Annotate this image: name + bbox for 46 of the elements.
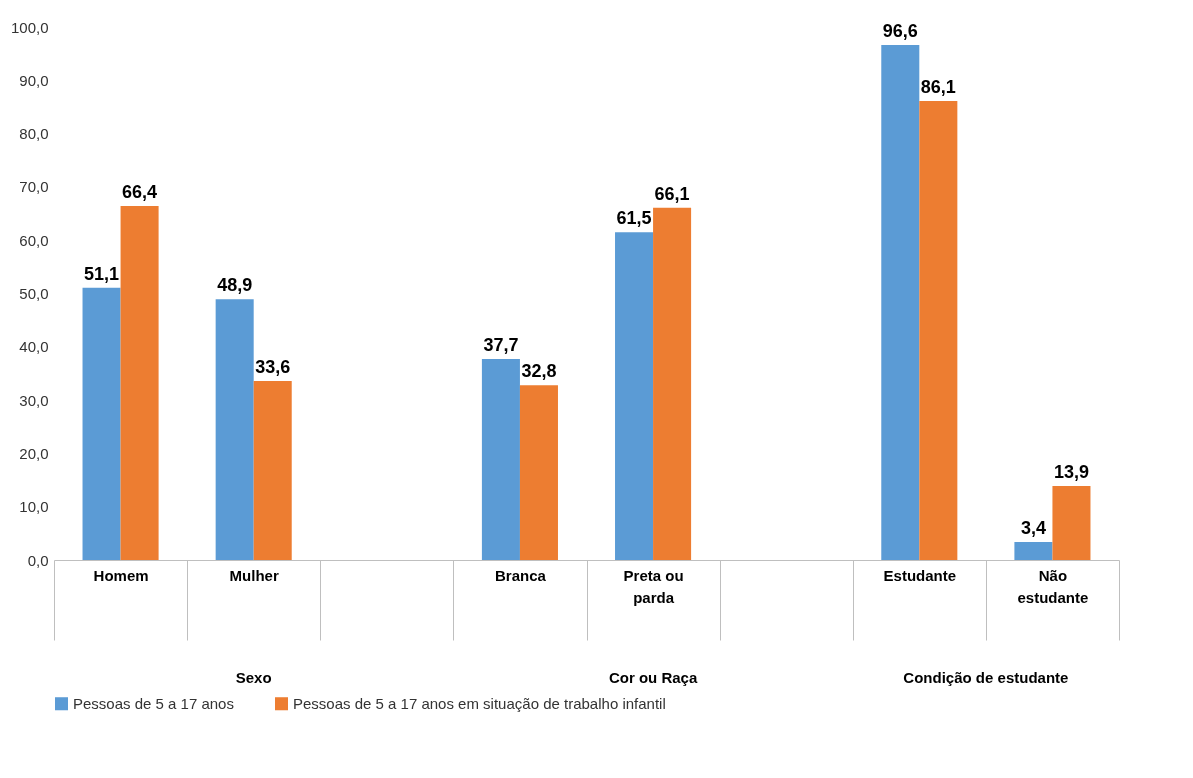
x-tick-label: Não estudante [1017,566,1089,606]
bar [519,385,558,560]
data-label: 37,7 [483,335,519,356]
x-tick-label: Homem [93,566,149,584]
bar [1014,541,1053,560]
data-label: 61,5 [616,208,652,229]
x-tick-label: Branca [495,566,547,584]
x-tick-label: Estudante [883,566,957,584]
bar [1052,485,1091,560]
bar [215,299,254,560]
y-tick-label: 40,0 [19,338,49,356]
bar [481,359,520,560]
y-tick-label: 70,0 [19,178,49,196]
text: Condição de estudante [903,669,1069,686]
y-tick-label: 50,0 [19,285,49,302]
bar [919,101,958,560]
data-label: 3,4 [1020,517,1046,538]
data-label: 86,1 [920,77,956,98]
data-label: 66,4 [122,182,158,203]
bar [653,207,692,560]
y-tick-label: 30,0 [19,391,49,409]
data-label: 66,1 [654,183,690,204]
data-label: 13,9 [1053,461,1089,482]
y-tick-label: 20,0 [19,444,49,462]
bar [120,206,159,560]
data-label: 51,1 [84,263,120,284]
y-tick-label: 100,0 [10,18,49,36]
data-label: 32,8 [521,361,557,382]
y-tick-label: 0,0 [27,551,49,569]
bar [881,45,920,560]
legend-label: Pessoas de 5 a 17 anos em situação de trabalho infantil [293,694,666,712]
data-label: 33,6 [255,356,291,377]
y-tick-label: 10,0 [19,498,49,516]
x-tick-label: Preta ou parda [623,566,684,606]
legend-label: Pessoas de 5 a 17 anos [73,694,234,712]
text: Sexo [235,669,272,686]
bar [615,232,654,560]
text: Cor ou Raça [608,669,698,686]
x-tick-label: Mulher [229,566,279,584]
y-tick-label: 60,0 [19,231,49,249]
bar [82,287,121,560]
bar [253,380,292,560]
data-label: 96,6 [882,21,918,42]
y-tick-label: 80,0 [19,125,49,143]
y-tick-label: 90,0 [19,71,49,89]
data-label: 48,9 [217,275,253,296]
